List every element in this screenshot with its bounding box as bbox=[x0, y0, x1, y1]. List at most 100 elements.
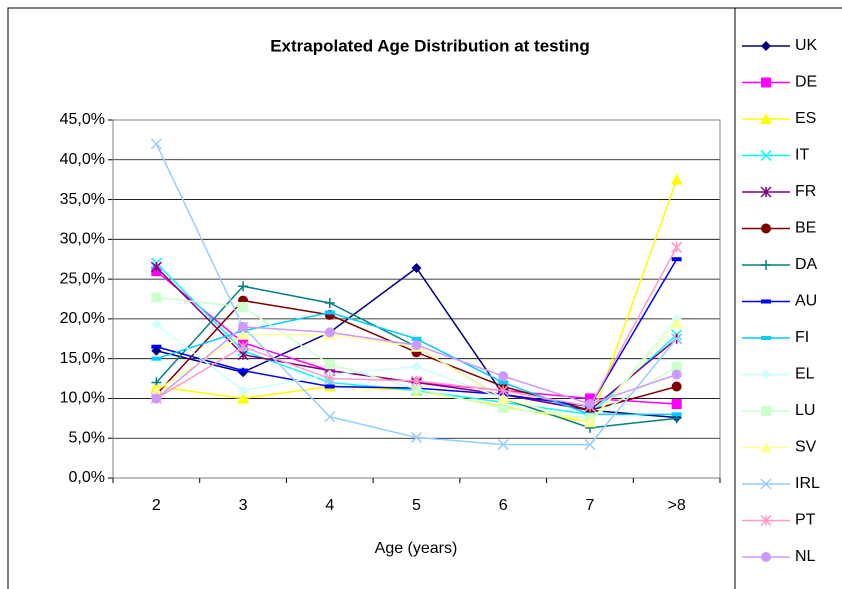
data-point bbox=[324, 310, 335, 315]
data-point bbox=[324, 373, 336, 385]
data-point bbox=[497, 384, 509, 397]
data-point bbox=[324, 327, 335, 338]
x-axis-label: Age (years) bbox=[375, 540, 458, 557]
y-tick-label: 0,0% bbox=[69, 469, 105, 486]
data-point bbox=[151, 356, 162, 361]
legend-marker bbox=[760, 478, 772, 490]
data-point bbox=[671, 333, 683, 345]
data-point bbox=[671, 361, 682, 372]
y-tick-label: 15,0% bbox=[60, 350, 105, 367]
data-point bbox=[238, 321, 249, 332]
data-point bbox=[237, 328, 250, 340]
data-point bbox=[497, 392, 510, 404]
legend-label: UK bbox=[795, 37, 818, 54]
legend-label: LU bbox=[795, 402, 815, 419]
data-point bbox=[238, 281, 249, 292]
data-point bbox=[411, 336, 422, 341]
data-point bbox=[411, 262, 422, 273]
x-tick-label: 4 bbox=[325, 497, 334, 514]
data-point bbox=[324, 411, 336, 423]
legend-label: SV bbox=[795, 439, 817, 456]
x-tick-label: 5 bbox=[412, 497, 421, 514]
data-point bbox=[497, 439, 509, 451]
legend-marker bbox=[761, 260, 771, 270]
data-point bbox=[671, 399, 682, 410]
data-point bbox=[151, 292, 162, 303]
data-point bbox=[670, 173, 683, 185]
data-point bbox=[583, 416, 596, 428]
y-tick-label: 20,0% bbox=[60, 310, 105, 327]
legend-marker bbox=[760, 186, 772, 198]
legend-marker bbox=[761, 77, 771, 88]
data-point bbox=[671, 257, 682, 262]
data-point bbox=[237, 341, 249, 353]
y-tick-label: 40,0% bbox=[60, 151, 105, 168]
data-point bbox=[671, 412, 682, 417]
legend-label: BE bbox=[795, 220, 816, 237]
legend-label: DE bbox=[795, 74, 817, 91]
data-point bbox=[584, 393, 595, 404]
data-point bbox=[150, 138, 162, 150]
y-tick-label: 25,0% bbox=[60, 270, 105, 287]
legend-marker bbox=[760, 441, 772, 453]
legend-label: IRL bbox=[795, 475, 820, 492]
data-point bbox=[671, 381, 682, 392]
chart-title: Extrapolated Age Distribution at testing bbox=[270, 36, 590, 55]
legend-label: IT bbox=[795, 147, 809, 164]
data-point bbox=[498, 371, 509, 382]
data-point bbox=[324, 359, 335, 370]
data-point bbox=[151, 393, 162, 404]
legend-label: AU bbox=[795, 293, 817, 310]
data-point bbox=[238, 385, 249, 396]
legend-marker bbox=[761, 299, 771, 304]
data-point bbox=[324, 384, 335, 389]
data-point bbox=[584, 399, 595, 410]
data-point bbox=[411, 383, 422, 394]
data-point bbox=[410, 431, 423, 443]
legend-marker bbox=[761, 406, 771, 416]
legend-label: ES bbox=[795, 110, 816, 127]
data-point bbox=[498, 380, 509, 385]
x-tick-label: 6 bbox=[499, 497, 508, 514]
data-point bbox=[671, 241, 683, 253]
legend-marker bbox=[761, 369, 771, 380]
data-point bbox=[411, 340, 422, 351]
data-point bbox=[410, 375, 423, 387]
legend-label: NL bbox=[795, 548, 816, 565]
data-point bbox=[671, 369, 682, 380]
data-point bbox=[670, 316, 683, 328]
legend-marker bbox=[761, 223, 771, 234]
legend-marker bbox=[760, 514, 772, 527]
y-tick-label: 45,0% bbox=[60, 111, 105, 128]
y-tick-label: 30,0% bbox=[60, 231, 105, 248]
data-point bbox=[151, 344, 162, 349]
chart-border bbox=[7, 7, 842, 589]
legend-label: EL bbox=[795, 366, 815, 383]
legend-marker bbox=[761, 336, 771, 340]
data-point bbox=[324, 297, 335, 308]
legend-marker bbox=[760, 149, 772, 162]
plot-area bbox=[112, 119, 721, 479]
legend-label: FI bbox=[795, 329, 809, 346]
data-point bbox=[237, 392, 250, 404]
data-point bbox=[238, 301, 249, 312]
x-tick-label: >8 bbox=[668, 497, 686, 514]
legend-label: PT bbox=[795, 512, 816, 529]
x-tick-label: 3 bbox=[239, 497, 248, 514]
y-tick-label: 35,0% bbox=[60, 191, 105, 208]
data-point bbox=[150, 261, 162, 273]
legend-marker bbox=[761, 552, 771, 562]
data-point bbox=[498, 402, 509, 413]
legend-label: DA bbox=[795, 256, 818, 273]
y-tick-label: 5,0% bbox=[69, 429, 105, 446]
y-tick-label: 10,0% bbox=[60, 390, 105, 407]
data-point bbox=[150, 384, 163, 396]
data-point bbox=[151, 319, 162, 330]
x-tick-label: 2 bbox=[152, 497, 161, 514]
legend-label: FR bbox=[795, 183, 816, 200]
legend-marker bbox=[761, 41, 771, 51]
x-tick-label: 7 bbox=[585, 497, 594, 514]
data-point bbox=[411, 361, 422, 372]
